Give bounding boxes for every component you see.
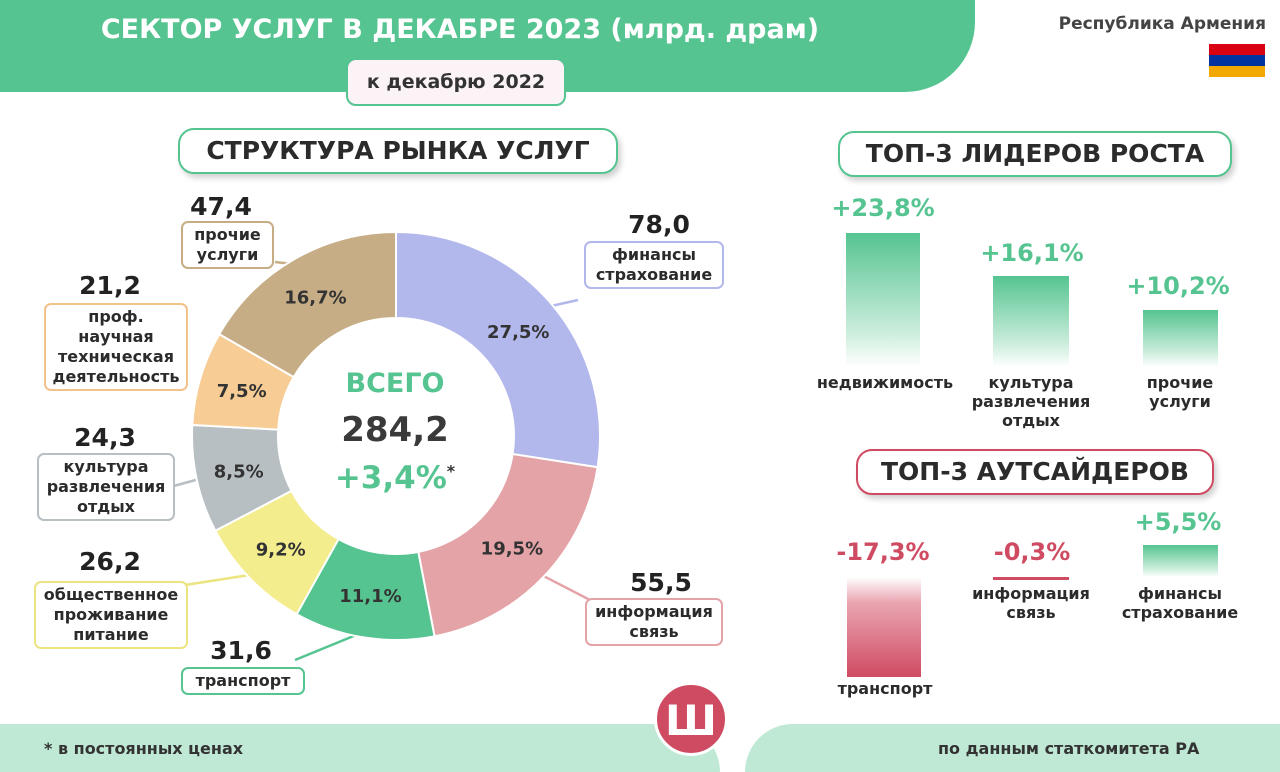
pie-share-label-other: 16,7% — [284, 288, 346, 309]
outsider-label-2: информация связь — [956, 584, 1106, 622]
pie-leader-line-info — [537, 572, 591, 602]
pie-label-line: услуги — [196, 245, 259, 264]
outsider-label-3: финансы страхование — [1110, 584, 1250, 622]
page-title: СЕКТОР УСЛУГ В ДЕКАБРЕ 2023 (млрд. драм) — [100, 14, 820, 45]
leader-value-2: +16,1% — [980, 239, 1084, 267]
pie-label-line: деятельность — [52, 367, 180, 386]
pie-label-line: отдых — [77, 497, 135, 516]
pie-label-line: общественное — [43, 585, 179, 604]
total-label: ВСЕГО — [345, 368, 445, 399]
pie-leader-line-hospitality — [184, 572, 255, 587]
pie-value-info: 55,5 — [630, 568, 692, 597]
subtitle-badge: к декабрю 2022 — [346, 58, 566, 106]
total-change-value: +3,4% — [334, 460, 447, 496]
armenia-flag-icon — [1209, 44, 1265, 77]
flag-stripe-red — [1209, 44, 1265, 55]
flag-stripe-orange — [1209, 66, 1265, 77]
leader-bar-1 — [846, 233, 920, 367]
pie-label-science: проф. научная техническая деятельность — [44, 303, 188, 391]
pie-share-label-finance: 27,5% — [487, 322, 549, 343]
pie-value-transport: 31,6 — [210, 636, 272, 665]
outsider-bar-2 — [993, 577, 1069, 580]
pie-label-culture: культура развлечения отдых — [37, 453, 175, 521]
pie-label-info: информация связь — [585, 598, 723, 646]
pie-slice-finance — [395, 230, 601, 469]
pie-label-line: развлечения — [46, 477, 166, 496]
pie-share-label-hospitality: 9,2% — [256, 539, 306, 560]
pie-label-line: проживание — [53, 605, 169, 624]
section-title-structure: СТРУКТУРА РЫНКА УСЛУГ — [178, 128, 618, 174]
pie-label-line: проф. — [88, 307, 144, 326]
flag-stripe-blue — [1209, 55, 1265, 66]
outsider-value-3: +5,5% — [1134, 508, 1222, 536]
pie-label-line: связь — [629, 622, 679, 641]
pie-label-line: прочие — [194, 225, 261, 244]
source-note: по данным статкомитета РА — [938, 739, 1200, 758]
pie-value-science: 21,2 — [79, 271, 141, 300]
leader-label-line: услуги — [1149, 392, 1211, 411]
asterisk-mark: * — [446, 461, 456, 481]
pie-label-line: страхование — [595, 265, 713, 284]
pie-share-label-science: 7,5% — [217, 381, 267, 402]
pie-label-line: техническая — [58, 347, 174, 366]
pie-label-finance: финансы страхование — [584, 241, 724, 289]
footnote: * в постоянных ценах — [44, 739, 244, 758]
pie-label-hospitality: общественное проживание питание — [34, 581, 188, 649]
pie-value-other: 47,4 — [190, 192, 252, 221]
leader-bar-2 — [993, 276, 1069, 367]
outsider-bar-3 — [1143, 545, 1218, 577]
outsider-label-line: связь — [1006, 603, 1056, 622]
pie-value-culture: 24,3 — [74, 423, 136, 452]
pie-slice-other — [217, 230, 397, 379]
pie-share-label-info: 19,5% — [481, 539, 543, 560]
total-change: +3,4%* — [315, 460, 475, 496]
pie-label-other: прочие услуги — [181, 221, 274, 269]
pie-label-line: питание — [73, 625, 149, 644]
country-label: Республика Армения — [1058, 14, 1266, 34]
leader-label-line: развлечения — [971, 392, 1091, 411]
footer-left-band — [0, 724, 720, 772]
section-title-outsiders: ТОП-3 АУТСАЙДЕРОВ — [856, 449, 1214, 495]
leader-label-line: прочие — [1146, 373, 1214, 392]
leader-bar-3 — [1143, 309, 1218, 367]
outsider-value-1: -17,3% — [836, 538, 930, 566]
pie-slice-info — [417, 452, 599, 638]
outsider-value-2: -0,3% — [993, 538, 1071, 566]
leader-label-3: прочие услуги — [1120, 373, 1240, 411]
section-title-leaders: ТОП-3 ЛИДЕРОВ РОСТА — [838, 131, 1232, 177]
pie-label-line: культура — [63, 457, 149, 476]
pie-label-line: финансы — [612, 245, 696, 264]
pie-label-line: научная — [78, 327, 154, 346]
outsider-label-line: финансы — [1138, 584, 1222, 603]
total-value: 284,2 — [341, 410, 449, 450]
pie-value-finance: 78,0 — [628, 210, 690, 239]
outsider-label-line: транспорт — [837, 679, 933, 698]
outsider-label-line: страхование — [1121, 603, 1239, 622]
outsider-label-1: транспорт — [810, 679, 960, 698]
pie-share-label-transport: 11,1% — [339, 586, 401, 607]
leader-label-line: отдых — [1002, 411, 1060, 430]
pie-value-hospitality: 26,2 — [79, 547, 141, 576]
pie-label-transport: транспорт — [181, 667, 305, 695]
leader-label-line: культура — [988, 373, 1074, 392]
leader-value-3: +10,2% — [1126, 272, 1230, 300]
pie-share-label-culture: 8,5% — [214, 461, 264, 482]
footer-right-band — [745, 724, 1280, 772]
pie-label-line: информация — [595, 602, 713, 621]
leader-label-1: недвижимость — [800, 373, 970, 392]
outsider-label-line: информация — [972, 584, 1090, 603]
leader-label-line: недвижимость — [816, 373, 954, 392]
brand-logo: Ш — [654, 682, 728, 756]
pie-label-line: транспорт — [195, 671, 291, 690]
leader-label-2: культура развлечения отдых — [956, 373, 1106, 430]
leader-value-1: +23,8% — [831, 194, 935, 222]
outsider-bar-1 — [847, 577, 921, 677]
